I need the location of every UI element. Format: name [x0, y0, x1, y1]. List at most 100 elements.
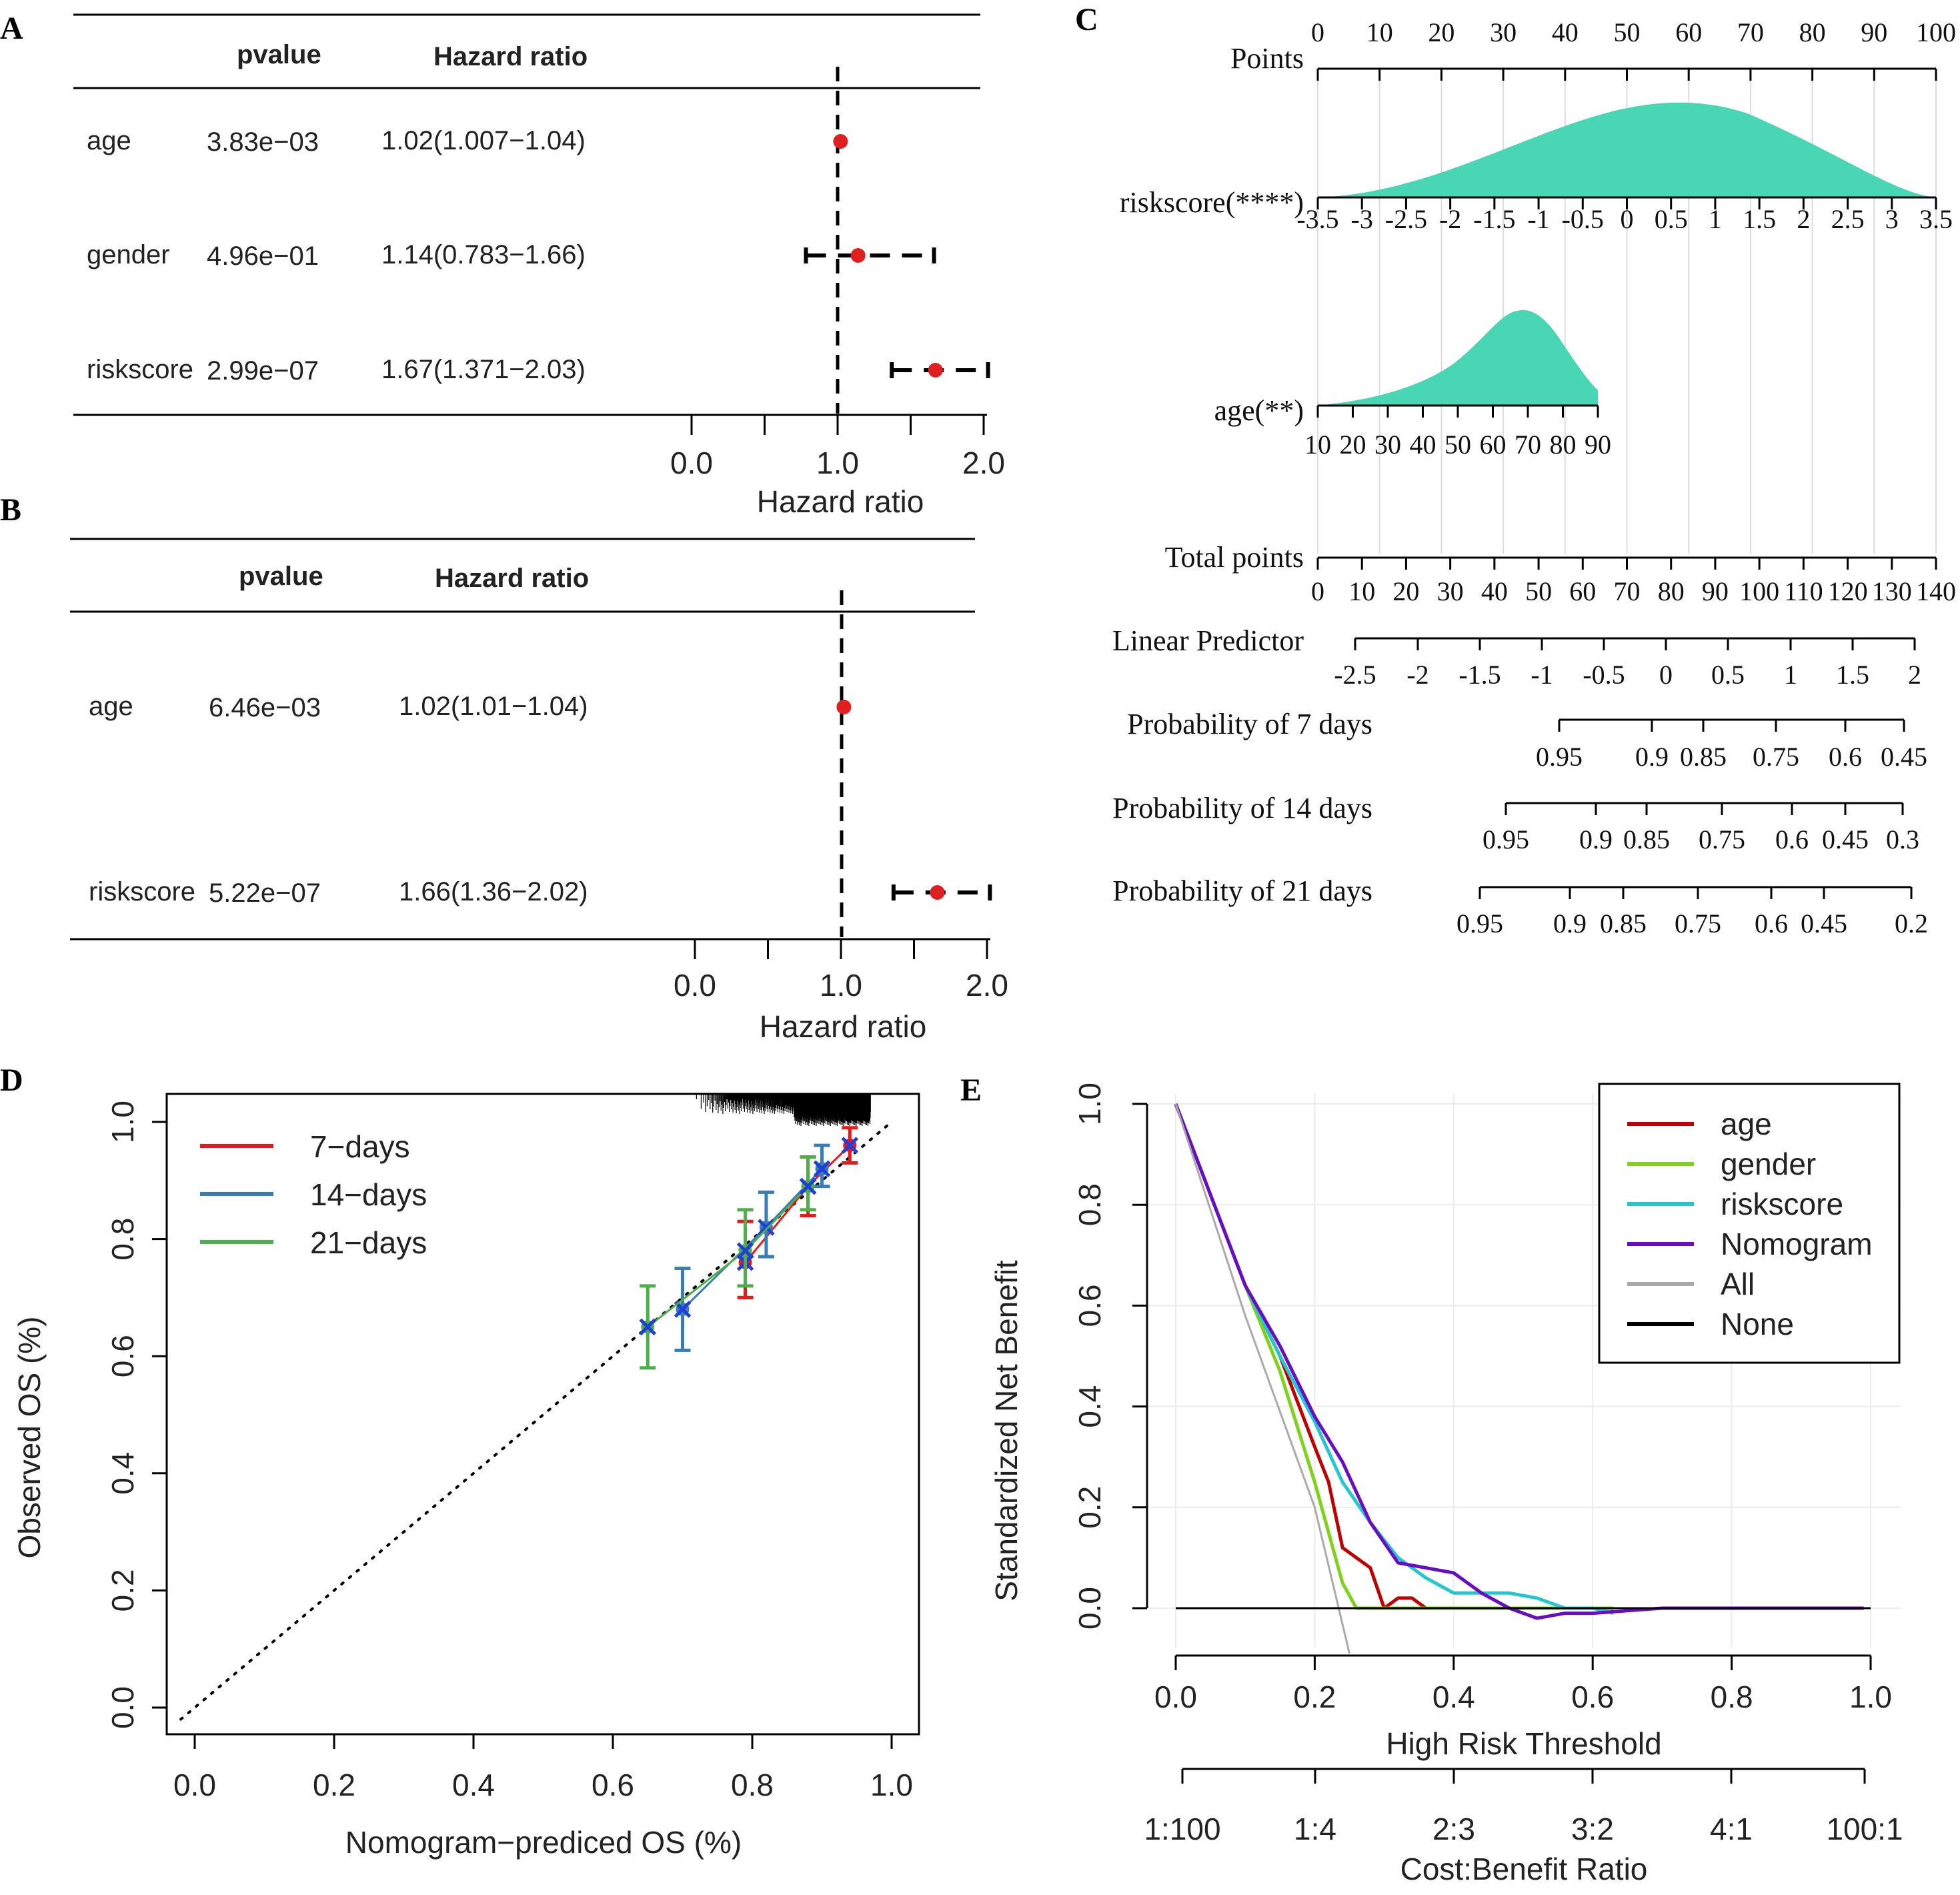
nomogram-tick-label: 130	[1872, 576, 1912, 606]
nomogram-tick-label: 60	[1569, 576, 1596, 606]
calibration-y-tick-label: 1.0	[105, 1101, 140, 1143]
nomogram-tick-label: -1	[1531, 660, 1553, 690]
calibration-legend-label: 14−days	[310, 1177, 427, 1212]
nomogram-tick-label: 0.6	[1829, 742, 1862, 772]
nomogram-tick-label: -2	[1406, 660, 1428, 690]
nomogram-p21-label: Probability of 21 days	[1112, 874, 1372, 907]
nomogram-age-label: age(**)	[1214, 394, 1304, 427]
dca-ylabel: Standardized Net Benefit	[989, 1260, 1024, 1602]
nomogram-tick-label: 100	[1739, 576, 1779, 606]
panel-b: B pvalue Hazard ratio age 6.46e−03 1.02(1.…	[0, 492, 1008, 1044]
nomogram-tick-label: 120	[1828, 576, 1868, 606]
nomogram-lp-label: Linear Predictor	[1112, 624, 1304, 657]
calibration-x-marker	[841, 1137, 859, 1154]
nomogram-tick-label: 70	[1614, 576, 1641, 606]
nomogram-tick-label: 2.5	[1831, 204, 1865, 234]
forest-point	[836, 700, 852, 714]
calibration-y-tick-label: 0.4	[105, 1452, 140, 1495]
nomogram-total-label: Total points	[1165, 541, 1304, 574]
dca-x2-tick-label: 3:2	[1571, 1812, 1614, 1846]
nomogram-p14-label: Probability of 14 days	[1112, 792, 1372, 824]
nomogram-tick-label: 0.6	[1775, 824, 1809, 854]
nomogram-tick-label: 0.95	[1483, 824, 1529, 854]
nomogram-tick-label: 30	[1490, 17, 1517, 47]
nomogram-tick-label: 1.5	[1836, 660, 1869, 690]
forest-point	[930, 885, 945, 900]
calibration-x-tick-label: 0.0	[173, 1768, 216, 1802]
calibration-x-marker	[758, 1219, 775, 1236]
nomogram-tick-label: 0.5	[1655, 204, 1688, 234]
nomogram-tick-label: 0.45	[1881, 742, 1927, 772]
dca-legend-label: None	[1721, 1307, 1794, 1341]
forest-point	[928, 363, 943, 378]
calibration-series-line	[744, 1145, 851, 1263]
nomogram-scales: 0 10 20 30 40 50 60 70 80 90 100-3.5 -3 -2.5 -2 -1.5 -1…	[1296, 17, 1956, 938]
dca-series-line	[1174, 1103, 1350, 1654]
calibration-x-marker	[799, 1177, 817, 1195]
dca-series-line	[1174, 1103, 1614, 1610]
calibration-y-tick-label: 0.0	[105, 1686, 140, 1729]
nomogram-tick-label: 80	[1658, 576, 1685, 606]
forest-row-hr-text: 1.67(1.371−2.03)	[381, 355, 586, 384]
calibration-x-marker	[639, 1318, 657, 1336]
nomogram-tick-label: 40	[1552, 17, 1579, 47]
panel-d: D 0.0 0.2 0.4 0.6 0.8 1.0 0.0 0.2 0.4 0.6 0.8 1.0 7−…	[0, 1063, 920, 1860]
forest-x-tick-label: 0.0	[670, 446, 713, 480]
age-density	[1318, 309, 1598, 406]
dca-y-tick-label: 0.8	[1072, 1183, 1107, 1226]
nomogram-tick-label: 0.95	[1456, 908, 1503, 938]
dca-x-tick-label: 0.0	[1154, 1680, 1197, 1714]
riskscore-density	[1318, 102, 1936, 197]
nomogram-tick-label: 90	[1585, 430, 1611, 460]
nomogram-tick-label: 20	[1340, 430, 1366, 460]
dca-legend-label: age	[1721, 1107, 1772, 1141]
nomogram-riskscore-label: riskscore(****)	[1120, 186, 1304, 219]
nomogram-tick-label: 0	[1659, 660, 1673, 690]
panel-letter-d: D	[0, 1063, 23, 1098]
nomogram-tick-label: -3.5	[1296, 204, 1338, 234]
nomogram-tick-label: 0.85	[1680, 742, 1727, 772]
nomogram-tick-label: 60	[1675, 17, 1702, 47]
calibration-y-tick-label: 0.8	[105, 1218, 140, 1261]
nomogram-tick-label: 0.75	[1675, 908, 1721, 938]
nomogram-tick-label: 40	[1410, 430, 1436, 460]
nomogram-tick-label: 50	[1444, 430, 1471, 460]
calibration-xlabel: Nomogram−prediced OS (%)	[345, 1825, 742, 1860]
forest-point	[850, 248, 866, 263]
panel-letter-a: A	[0, 11, 23, 46]
nomogram-tick-label: -2.5	[1334, 660, 1376, 690]
dca-legend-label: All	[1721, 1267, 1755, 1301]
panel-letter-e: E	[960, 1073, 982, 1108]
nomogram-tick-label: 2	[1797, 204, 1810, 234]
dca-plot: 0.0 0.2 0.4 0.6 0.8 1.0 0.0 0.2 0.4 0.6 0.8 1.0 1:10…	[1072, 1083, 1903, 1846]
nomogram-tick-label: 50	[1525, 576, 1552, 606]
forest-x-tick-label: 0.0	[674, 968, 716, 1003]
nomogram-tick-label: 3.5	[1919, 204, 1953, 234]
nomogram-tick-label: -0.5	[1562, 204, 1604, 234]
panel-letter-b: B	[0, 492, 21, 528]
calibration-legend-label: 21−days	[310, 1225, 427, 1260]
forest-b-xlabel: Hazard ratio	[760, 1009, 927, 1044]
dca-x2-tick-label: 4:1	[1710, 1812, 1753, 1846]
dca-series-line	[1174, 1103, 1440, 1610]
forest-x-tick-label: 1.0	[820, 968, 862, 1003]
nomogram-tick-label: 0.9	[1553, 908, 1587, 938]
dca-y-tick-label: 0.4	[1072, 1385, 1107, 1428]
dca-x-tick-label: 1.0	[1849, 1680, 1892, 1714]
dca-series-line	[1174, 1103, 1615, 1616]
forest-b-rows: age 6.46e−03 1.02(1.01−1.04) riskscore 5.22e…	[89, 692, 992, 908]
forest-b-x-ticks: 0.0 1.0 2.0	[674, 938, 1008, 1003]
calibration-y-tick-label: 0.2	[105, 1569, 140, 1612]
nomogram-tick-label: 0	[1311, 17, 1324, 47]
dca-x-tick-label: 0.4	[1432, 1680, 1475, 1714]
forest-point	[833, 134, 848, 149]
forest-row-pvalue: 2.99e−07	[207, 356, 319, 386]
nomogram-p7-label: Probability of 7 days	[1127, 708, 1372, 740]
nomogram-tick-label: 0.75	[1753, 742, 1799, 772]
nomogram-tick-label: 30	[1437, 576, 1464, 606]
dca-y-tick-label: 0.6	[1072, 1284, 1107, 1327]
nomogram-tick-label: 70	[1737, 17, 1764, 47]
dca-legend-label: gender	[1721, 1147, 1816, 1181]
dca-legend-label: Nomogram	[1721, 1227, 1873, 1261]
nomogram-tick-label: 110	[1784, 576, 1823, 606]
